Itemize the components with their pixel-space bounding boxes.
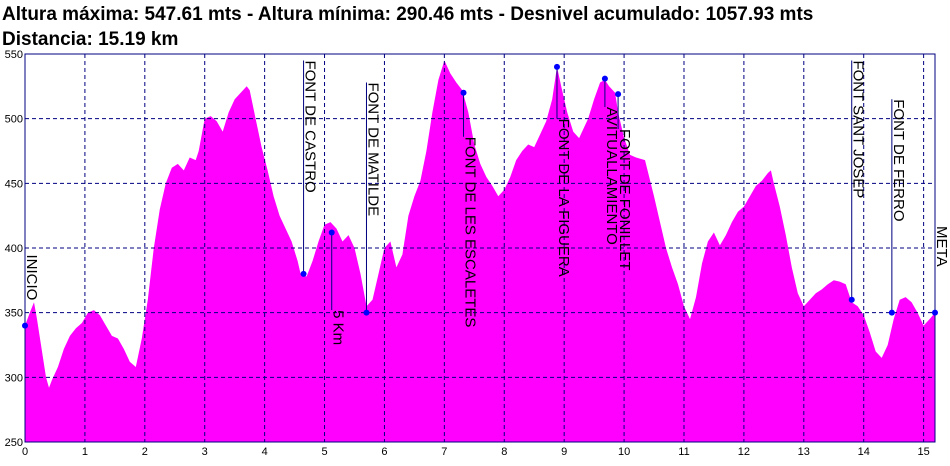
y-tick-label: 350 [5, 308, 23, 320]
y-tick-label: 450 [5, 178, 23, 190]
waypoint-marker [848, 296, 855, 303]
waypoint-label: FONT DE FERRO [890, 99, 907, 221]
waypoint-label: INICIO [23, 254, 40, 300]
x-tick-label: 2 [142, 446, 148, 458]
x-tick-label: 6 [381, 446, 387, 458]
waypoint-label: META [933, 226, 950, 267]
waypoint-marker [888, 309, 895, 316]
y-tick-label: 300 [5, 372, 23, 384]
waypoint-marker [22, 322, 28, 329]
x-tick-label: 3 [202, 446, 208, 458]
waypoint-label: FONT DE CASTRO [302, 60, 319, 192]
waypoint-marker [328, 229, 335, 236]
chart-title-line1: Altura máxima: 547.61 mts - Altura mínim… [2, 4, 814, 25]
waypoint-marker [460, 89, 467, 96]
x-tick-label: 8 [501, 446, 507, 458]
waypoint-marker [363, 309, 370, 316]
chart-title-line2: Distancia: 15.19 km [2, 29, 179, 50]
x-tick-label: 5 [321, 446, 327, 458]
x-tick-label: 9 [561, 446, 567, 458]
waypoint-label: FONT DE MATILDE [364, 82, 381, 216]
waypoint-label: FONT DE FONILLET [616, 129, 633, 270]
waypoint-label: FONT DE LES ESCALETES [462, 137, 479, 328]
waypoint-marker [300, 270, 307, 277]
x-tick-label: 13 [798, 446, 810, 458]
elevation-area [25, 60, 935, 442]
x-tick-label: 7 [441, 446, 447, 458]
waypoint-label: AVITUALLAMIENTO [603, 107, 620, 245]
waypoint-label: 5 Km [330, 310, 347, 345]
x-tick-label: 14 [858, 446, 870, 458]
x-tick-label: 4 [262, 446, 268, 458]
x-tick-label: 0 [22, 446, 28, 458]
waypoint-marker [615, 91, 622, 98]
x-tick-label: 10 [618, 446, 630, 458]
waypoint-label: FONT SANT JOSEP [850, 60, 867, 198]
y-tick-label: 250 [5, 437, 23, 449]
waypoint-marker [932, 309, 938, 316]
waypoint-marker [553, 63, 560, 70]
x-tick-label: 15 [917, 446, 929, 458]
y-tick-label: 550 [5, 49, 23, 61]
waypoint-label: FONT DE LA FIGUERA [555, 119, 572, 277]
waypoint-marker [601, 75, 608, 82]
x-tick-label: 12 [738, 446, 750, 458]
x-tick-label: 11 [678, 446, 689, 458]
y-tick-label: 400 [5, 243, 23, 255]
x-tick-label: 1 [82, 446, 88, 458]
y-tick-label: 500 [5, 114, 23, 126]
